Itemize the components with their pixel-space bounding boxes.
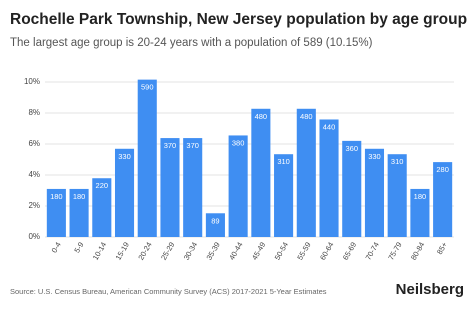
x-tick-label: 70-74 bbox=[364, 240, 381, 261]
bar-value-label: 370 bbox=[164, 141, 177, 150]
bar-value-label: 440 bbox=[323, 122, 336, 131]
bar bbox=[46, 188, 66, 237]
x-tick-label: 75-79 bbox=[386, 240, 403, 261]
y-tick-label: 8% bbox=[28, 108, 40, 117]
bar bbox=[160, 138, 180, 237]
bar bbox=[274, 154, 294, 237]
bar bbox=[342, 140, 362, 237]
x-tick-label: 80-84 bbox=[409, 240, 426, 261]
bar-value-label: 360 bbox=[345, 144, 358, 153]
bar bbox=[433, 162, 453, 237]
y-tick-label: 2% bbox=[28, 201, 40, 210]
bar-value-label: 220 bbox=[96, 181, 109, 190]
bar bbox=[387, 154, 407, 237]
x-tick-label: 60-64 bbox=[318, 240, 335, 261]
x-tick-label: 10-14 bbox=[91, 240, 108, 261]
x-tick-label: 55-59 bbox=[295, 240, 312, 261]
x-tick-label: 45-49 bbox=[250, 240, 267, 261]
y-tick-label: 6% bbox=[28, 139, 40, 148]
bar-value-label: 180 bbox=[73, 192, 86, 201]
bar bbox=[228, 135, 248, 237]
x-tick-label: 20-24 bbox=[136, 240, 153, 261]
x-tick-label: 0-4 bbox=[50, 240, 63, 254]
bar-value-label: 180 bbox=[414, 192, 427, 201]
x-tick-label: 30-34 bbox=[182, 240, 199, 261]
bar bbox=[183, 138, 203, 237]
x-tick-label: 15-19 bbox=[114, 240, 131, 261]
bar-value-label: 89 bbox=[211, 216, 219, 225]
bar-value-label: 330 bbox=[118, 152, 131, 161]
x-tick-label: 85+ bbox=[435, 240, 449, 256]
bar bbox=[205, 213, 225, 237]
bar bbox=[114, 148, 135, 237]
bar-value-label: 380 bbox=[232, 138, 245, 147]
bar-value-label: 480 bbox=[255, 112, 268, 121]
x-tick-label: 25-29 bbox=[159, 240, 176, 261]
x-tick-label: 40-44 bbox=[227, 240, 244, 261]
source-note: Source: U.S. Census Bureau, American Com… bbox=[10, 287, 327, 296]
chart-subtitle: The largest age group is 20-24 years wit… bbox=[10, 37, 373, 49]
bar bbox=[319, 119, 339, 237]
x-tick-label: 5-9 bbox=[72, 240, 85, 254]
bar-value-label: 280 bbox=[436, 165, 449, 174]
bar bbox=[364, 148, 385, 237]
bar-value-label: 330 bbox=[368, 152, 381, 161]
bar-value-label: 590 bbox=[141, 83, 154, 92]
bar-value-label: 310 bbox=[277, 157, 290, 166]
y-tick-label: 10% bbox=[24, 77, 40, 86]
bar-value-label: 180 bbox=[50, 192, 63, 201]
brand-logo: Neilsberg bbox=[396, 281, 464, 298]
bar-value-label: 370 bbox=[186, 141, 199, 150]
bar bbox=[137, 79, 157, 237]
bar bbox=[69, 188, 89, 237]
bar bbox=[251, 108, 271, 237]
x-tick-label: 50-54 bbox=[273, 240, 290, 261]
bar bbox=[410, 188, 430, 237]
x-tick-label: 35-39 bbox=[204, 240, 221, 261]
bar bbox=[92, 178, 112, 237]
y-tick-label: 4% bbox=[28, 170, 40, 179]
chart-title: Rochelle Park Township, New Jersey popul… bbox=[10, 11, 467, 28]
bar-value-label: 310 bbox=[391, 157, 404, 166]
y-tick-label: 0% bbox=[28, 232, 40, 241]
bar-value-label: 480 bbox=[300, 112, 313, 121]
x-tick-label: 65-69 bbox=[341, 240, 358, 261]
bar bbox=[296, 108, 316, 237]
